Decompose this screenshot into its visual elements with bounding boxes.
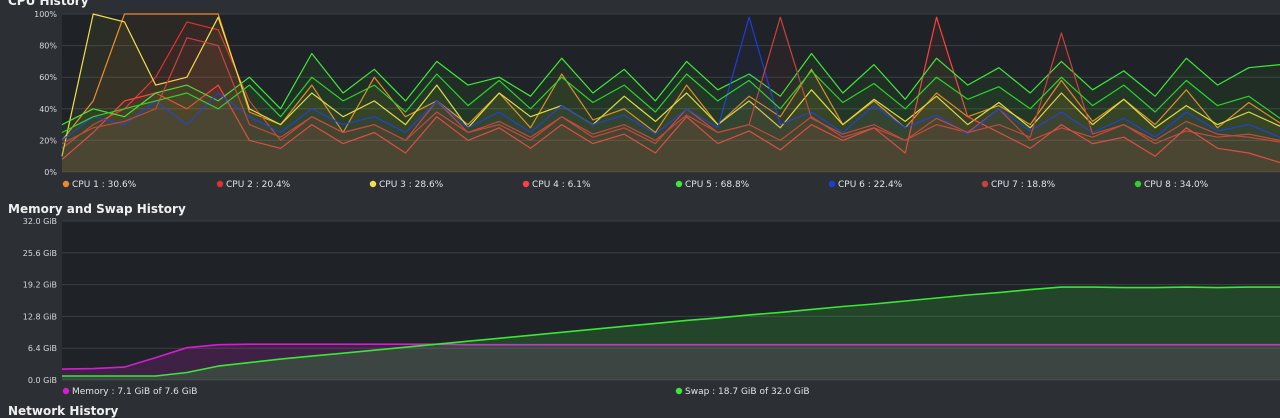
chart-1-legend-marker-1 [62, 180, 70, 188]
chart-1-legend-label-8: CPU 8 : 34.0% [1144, 180, 1209, 190]
chart-2-y-tick-label: 19.2 GiB [23, 281, 57, 290]
chart-1-series-7-area [62, 17, 1280, 173]
chart-1-y-tick-label: 0% [44, 168, 57, 177]
chart-2-y-tick-label: 32.0 GiB [23, 217, 57, 226]
chart-2-series-1-line [61, 343, 1280, 370]
chart-1-y-tick-label: 20% [39, 136, 57, 145]
chart-2-y-tick-label: 12.8 GiB [23, 312, 57, 321]
chart-2-y-tick-label: 0.0 GiB [28, 376, 57, 385]
chart-1-legend-label-3: CPU 3 : 28.6% [379, 180, 444, 190]
chart-1-y-tick-label: 80% [39, 42, 57, 51]
chart-1-legend-label-7: CPU 7 : 18.8% [991, 180, 1056, 190]
chart-1-series-2-area [62, 21, 1280, 173]
chart-1-series-4-area [62, 17, 1280, 173]
chart-1-legend-label-1: CPU 1 : 30.6% [72, 180, 137, 190]
chart-1-y-tick-label: 40% [39, 105, 57, 114]
chart-2-series-2-line [62, 286, 1280, 377]
chart-2-series-2-area [62, 287, 1280, 380]
chart-2-legend-label-2: Swap : 18.7 GiB of 32.0 GiB [685, 387, 810, 397]
chart-1-series-5-area [62, 53, 1280, 172]
chart-2-plot-area [62, 221, 1280, 380]
chart-1-legend-marker-5 [675, 180, 683, 188]
chart-2-series-1-area [62, 344, 1280, 380]
chart-1-legend-marker-3 [369, 180, 377, 188]
chart-1-legend-marker-4 [522, 180, 530, 188]
chart-2-legend-label-1: Memory : 7.1 GiB of 7.6 GiB [72, 387, 197, 397]
chart-1-legend-marker-7 [981, 180, 989, 188]
chart-1-y-tick-label: 100% [34, 10, 57, 19]
chart-2-legend-marker-2 [675, 387, 683, 395]
chart-1-series-2-line [61, 21, 1280, 149]
chart-1-legend-label-2: CPU 2 : 20.4% [226, 180, 291, 190]
chart-1-legend-label-4: CPU 4 : 6.1% [532, 180, 591, 190]
chart-1-series-3-line [61, 13, 1280, 157]
chart-1-y-tick-label: 60% [39, 73, 57, 82]
chart-1-series-8-line [61, 70, 1280, 134]
chart-2-y-tick-label: 6.4 GiB [28, 344, 57, 353]
chart-1-legend-label-5: CPU 5 : 68.8% [685, 180, 750, 190]
chart-1-series-5-line [61, 52, 1280, 126]
chart-1-series-3-area [62, 14, 1280, 172]
chart-1-legend-label-6: CPU 6 : 22.4% [838, 180, 903, 190]
chart-1-series-6-area [62, 17, 1280, 173]
cpu-history-title: CPU History [8, 0, 89, 8]
chart-1-series-6-line [61, 16, 1280, 141]
chart-1-series-1-area [62, 14, 1280, 172]
chart-1-legend-marker-2 [216, 180, 224, 188]
chart-2-legend-marker-1 [62, 387, 70, 395]
chart-1-series-4-line [61, 16, 1280, 164]
chart-1-series-1-line [61, 13, 1280, 141]
chart-1-series-7-line [61, 16, 1280, 145]
memory-history-title: Memory and Swap History [8, 202, 186, 216]
chart-2-y-tick-label: 25.6 GiB [23, 249, 57, 258]
chart-1-legend-marker-6 [828, 180, 836, 188]
chart-1-legend-marker-8 [1134, 180, 1142, 188]
